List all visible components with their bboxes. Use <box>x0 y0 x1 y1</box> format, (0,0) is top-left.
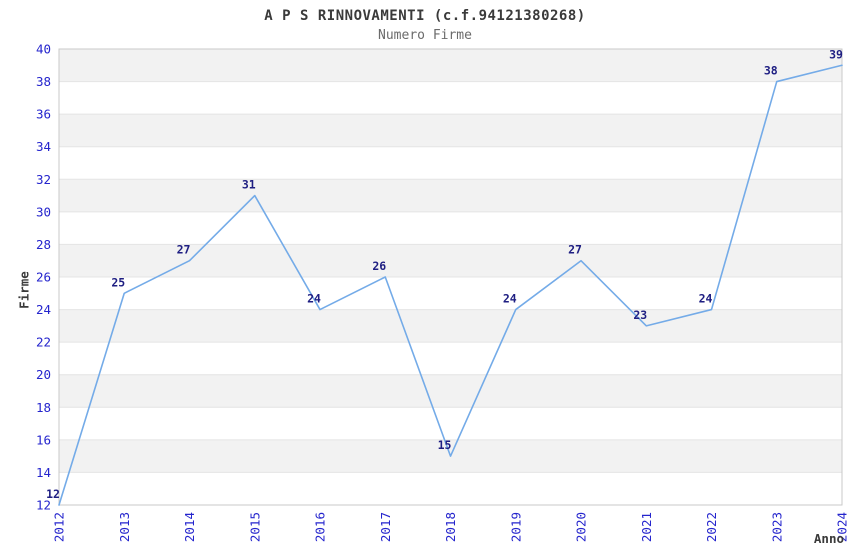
grid-band <box>59 49 842 82</box>
data-point-label: 27 <box>177 243 191 257</box>
data-line <box>58 64 843 506</box>
y-tick-label: 24 <box>36 302 51 317</box>
grid-band <box>59 179 842 212</box>
x-tick-label: 2013 <box>117 512 132 542</box>
y-tick-label: 34 <box>36 139 51 154</box>
data-point-label: 25 <box>111 275 125 289</box>
data-point-label: 26 <box>372 259 386 273</box>
x-tick-label: 2023 <box>769 512 784 542</box>
x-axis-label: Anno <box>813 531 844 546</box>
y-tick-label: 18 <box>36 400 51 415</box>
data-point-label: 24 <box>307 292 321 306</box>
data-point-label: 39 <box>829 47 843 61</box>
y-tick-label: 14 <box>36 465 51 480</box>
data-point-label: 31 <box>242 178 256 192</box>
data-point-label: 24 <box>503 292 517 306</box>
x-tick-label: 2014 <box>182 512 197 542</box>
x-tick-label: 2022 <box>704 512 719 542</box>
data-point-label: 38 <box>764 64 778 78</box>
y-tick-label: 12 <box>36 498 51 513</box>
data-point-label: 23 <box>633 308 647 322</box>
y-tick-label: 38 <box>36 74 51 89</box>
y-tick-label: 20 <box>36 367 51 382</box>
x-tick-label: 2012 <box>52 512 67 542</box>
x-tick-label: 2024 <box>835 512 850 542</box>
data-point-label: 15 <box>438 438 452 452</box>
chart-title: A P S RINNOVAMENTI (c.f.94121380268) <box>264 8 586 24</box>
x-tick-label: 2016 <box>313 512 328 542</box>
y-tick-label: 36 <box>36 107 51 122</box>
grid-band <box>59 309 842 343</box>
data-point-label: 24 <box>699 292 713 306</box>
x-tick-label: 2020 <box>574 512 589 542</box>
y-tick-label: 26 <box>36 270 51 285</box>
y-tick-label: 40 <box>36 42 51 57</box>
x-tick-label: 2021 <box>639 512 654 542</box>
x-tick-label: 2015 <box>247 512 262 542</box>
data-point-label: 12 <box>46 487 60 501</box>
y-tick-label: 30 <box>36 204 51 219</box>
x-tick-label: 2017 <box>378 512 393 542</box>
x-tick-label: 2019 <box>508 512 523 542</box>
y-tick-label: 16 <box>36 432 51 447</box>
plot-border <box>58 48 843 506</box>
y-tick-label: 32 <box>36 172 51 187</box>
data-point-label: 27 <box>568 243 582 257</box>
grid-band <box>59 114 842 147</box>
x-tick-label: 2018 <box>443 512 458 542</box>
y-tick-label: 22 <box>36 335 51 350</box>
y-tick-label: 28 <box>36 237 51 252</box>
chart-subtitle: Numero Firme <box>378 28 472 43</box>
grid-band <box>59 374 842 408</box>
